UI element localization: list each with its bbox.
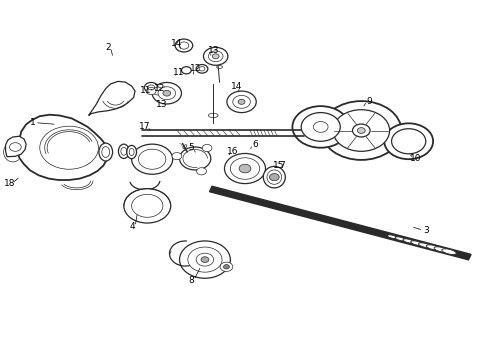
Text: 13: 13: [207, 46, 219, 55]
Text: 2: 2: [105, 43, 111, 52]
Text: 12: 12: [191, 64, 202, 73]
Text: 11: 11: [140, 86, 151, 95]
Ellipse shape: [411, 241, 422, 245]
Circle shape: [293, 106, 349, 148]
Circle shape: [158, 87, 175, 100]
Circle shape: [352, 124, 370, 137]
Text: 16: 16: [227, 147, 239, 156]
Circle shape: [223, 265, 229, 269]
Circle shape: [147, 87, 156, 95]
Polygon shape: [89, 81, 135, 116]
Circle shape: [203, 47, 228, 65]
Circle shape: [179, 241, 230, 278]
Circle shape: [196, 253, 214, 266]
Circle shape: [201, 257, 209, 262]
Circle shape: [139, 149, 166, 169]
Circle shape: [153, 87, 163, 95]
Circle shape: [220, 262, 233, 271]
Ellipse shape: [434, 247, 448, 252]
Text: 18: 18: [4, 179, 15, 188]
Ellipse shape: [267, 170, 282, 184]
Circle shape: [179, 147, 211, 170]
Circle shape: [392, 129, 426, 154]
Circle shape: [199, 67, 205, 71]
Text: 8: 8: [188, 276, 194, 285]
Text: 10: 10: [410, 154, 422, 163]
Polygon shape: [5, 136, 26, 157]
Circle shape: [239, 164, 251, 173]
Text: 14: 14: [171, 39, 182, 48]
Text: 1: 1: [29, 118, 35, 127]
Circle shape: [145, 82, 158, 93]
Text: 12: 12: [154, 84, 165, 93]
Circle shape: [188, 247, 222, 272]
Circle shape: [357, 128, 365, 134]
Text: 17: 17: [139, 122, 150, 131]
Ellipse shape: [403, 239, 414, 243]
Circle shape: [208, 51, 223, 62]
Circle shape: [224, 153, 266, 184]
Text: 7: 7: [279, 161, 285, 170]
Circle shape: [227, 91, 256, 113]
Circle shape: [152, 82, 181, 104]
Circle shape: [238, 99, 245, 104]
Circle shape: [301, 113, 340, 141]
Circle shape: [212, 54, 219, 59]
Circle shape: [179, 42, 189, 49]
Circle shape: [163, 90, 171, 96]
Circle shape: [270, 174, 279, 181]
Circle shape: [175, 39, 193, 52]
Circle shape: [196, 64, 208, 73]
Ellipse shape: [99, 143, 113, 161]
Circle shape: [230, 158, 260, 179]
Ellipse shape: [263, 166, 285, 188]
Circle shape: [124, 189, 171, 223]
Text: 4: 4: [130, 222, 135, 231]
Circle shape: [181, 67, 191, 74]
Text: 9: 9: [367, 96, 372, 105]
Text: 6: 6: [252, 140, 258, 149]
Circle shape: [132, 144, 172, 174]
Ellipse shape: [119, 144, 129, 158]
Ellipse shape: [102, 147, 110, 157]
Circle shape: [233, 95, 250, 108]
Text: 15: 15: [272, 161, 284, 170]
Ellipse shape: [395, 237, 405, 241]
Circle shape: [196, 168, 206, 175]
Ellipse shape: [442, 249, 456, 255]
Circle shape: [333, 110, 390, 151]
Circle shape: [132, 194, 163, 217]
Text: 5: 5: [188, 143, 194, 152]
Text: 11: 11: [173, 68, 185, 77]
Polygon shape: [18, 115, 108, 180]
Ellipse shape: [388, 235, 397, 238]
Circle shape: [321, 101, 401, 160]
Ellipse shape: [418, 243, 431, 248]
Polygon shape: [210, 186, 471, 260]
Text: 13: 13: [156, 100, 168, 109]
Circle shape: [202, 144, 212, 152]
Ellipse shape: [127, 145, 137, 159]
Text: 3: 3: [423, 226, 429, 235]
Text: 14: 14: [230, 82, 242, 91]
Ellipse shape: [426, 245, 439, 250]
Circle shape: [172, 153, 182, 160]
Circle shape: [384, 123, 433, 159]
